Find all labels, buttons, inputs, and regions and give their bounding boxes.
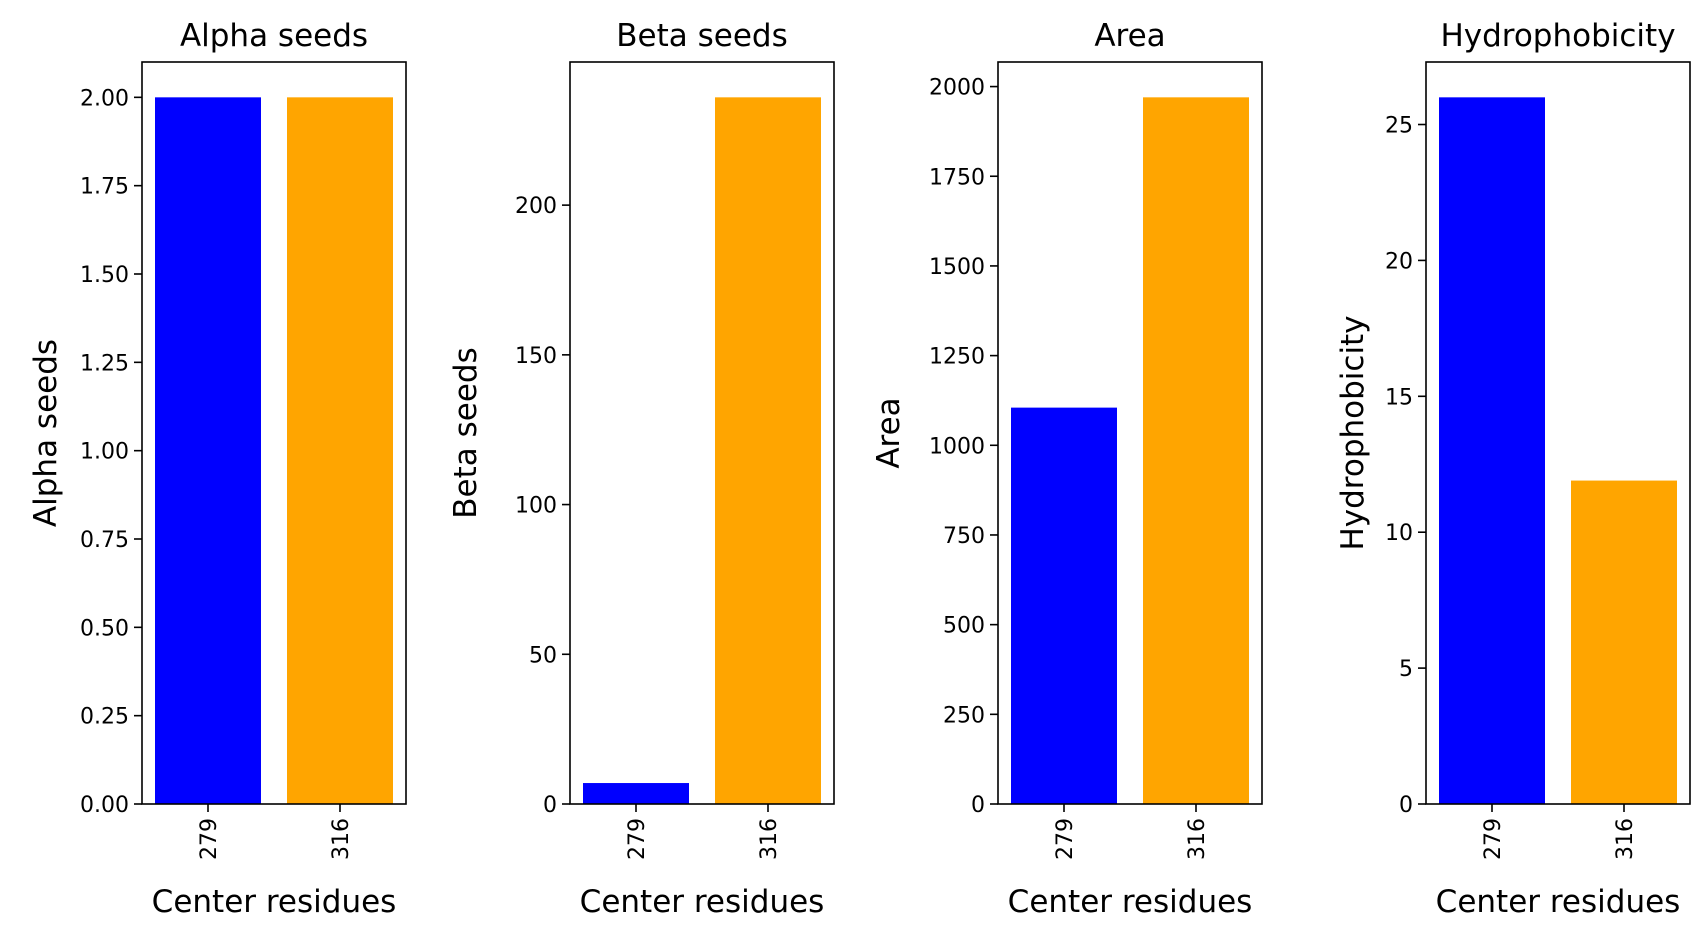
panel-title: Area	[1094, 18, 1165, 54]
x-axis: 279 316	[1053, 804, 1210, 860]
y-tick-label: 1.00	[80, 440, 129, 465]
plot-area	[1439, 97, 1677, 805]
y-tick-label: 0	[1399, 793, 1413, 818]
y-tick-label: 100	[515, 494, 557, 519]
panel-title: Beta seeds	[616, 18, 787, 54]
bar-316	[1143, 97, 1249, 805]
x-axis-label: Center residues	[580, 884, 825, 920]
panel-hydrophobicity: Hydrophobicity 0 5 10 15 20 25 279 316 Hydroph…	[1335, 18, 1691, 920]
y-tick-label: 50	[529, 643, 557, 668]
y-tick-label: 0	[971, 793, 985, 818]
bar-279	[155, 97, 261, 805]
plot-area	[1011, 97, 1249, 805]
y-tick-label: 0.25	[80, 705, 129, 730]
x-tick-label: 316	[1185, 818, 1210, 860]
y-tick-label: 5	[1399, 657, 1413, 682]
bar-316	[1571, 480, 1677, 804]
y-tick-label: 1500	[929, 255, 985, 280]
x-tick-label: 316	[329, 818, 354, 860]
y-axis-label: Area	[871, 397, 907, 468]
y-tick-label: 10	[1385, 521, 1413, 546]
plot-area	[155, 97, 393, 805]
y-tick-label: 200	[515, 194, 557, 219]
bar-279	[1439, 97, 1545, 805]
x-axis-label: Center residues	[1008, 884, 1253, 920]
y-tick-label: 1250	[929, 345, 985, 370]
y-tick-label: 25	[1385, 114, 1413, 139]
panel-alpha-seeds: Alpha seeds 0.00 0.25 0.50 0.75 1.00 1.25 1.50…	[28, 18, 407, 920]
panel-area: Area 0 250 500 750 1000 1250 1500 1750 2000 279 3…	[871, 18, 1263, 920]
x-axis-label: Center residues	[152, 884, 397, 920]
y-axis: 0 250 500 750 1000 1250 1500 1750 2000	[929, 76, 998, 818]
x-axis: 279 316	[1481, 804, 1638, 860]
y-tick-label: 250	[943, 703, 985, 728]
x-axis: 279 316	[625, 804, 782, 860]
y-tick-label: 1.50	[80, 263, 129, 288]
x-tick-label: 279	[1053, 818, 1078, 860]
x-tick-label: 279	[1481, 818, 1506, 860]
y-tick-label: 1.75	[80, 175, 129, 200]
axes-frame	[569, 61, 835, 805]
axes-frame	[1425, 61, 1691, 805]
axes-frame	[997, 61, 1263, 805]
y-axis: 0 50 100 150 200	[515, 194, 570, 818]
y-tick-label: 1000	[929, 434, 985, 459]
y-tick-label: 0.75	[80, 528, 129, 553]
y-axis: 0.00 0.25 0.50 0.75 1.00 1.25 1.50 1.75 2.00	[80, 86, 142, 818]
y-tick-label: 0.50	[80, 616, 129, 641]
x-tick-label: 316	[1613, 818, 1638, 860]
x-tick-label: 316	[757, 818, 782, 860]
y-axis-label: Alpha seeds	[28, 339, 64, 527]
axes-frame	[141, 61, 407, 805]
y-axis-label: Beta seeds	[448, 347, 484, 518]
y-tick-label: 2000	[929, 76, 985, 101]
panel-title: Alpha seeds	[180, 18, 368, 54]
panel-beta-seeds: Beta seeds 0 50 100 150 200 279 316 Beta seed…	[448, 18, 835, 920]
plot-area	[583, 97, 821, 805]
y-tick-label: 1.25	[80, 351, 129, 376]
y-axis-label: Hydrophobicity	[1335, 315, 1371, 550]
x-axis-label: Center residues	[1436, 884, 1681, 920]
x-tick-label: 279	[197, 818, 222, 860]
y-tick-label: 500	[943, 614, 985, 639]
y-tick-label: 1750	[929, 165, 985, 190]
y-tick-label: 15	[1385, 385, 1413, 410]
y-tick-label: 750	[943, 524, 985, 549]
bar-279	[1011, 407, 1117, 804]
bar-316	[287, 97, 393, 805]
y-tick-label: 0	[543, 793, 557, 818]
x-axis: 279 316	[197, 804, 354, 860]
y-tick-label: 20	[1385, 249, 1413, 274]
y-tick-label: 0.00	[80, 793, 129, 818]
y-tick-label: 150	[515, 344, 557, 369]
y-tick-label: 2.00	[80, 86, 129, 111]
y-axis: 0 5 10 15 20 25	[1385, 114, 1426, 818]
bar-279	[583, 783, 689, 804]
bar-316	[715, 97, 821, 805]
panel-title: Hydrophobicity	[1440, 18, 1675, 54]
x-tick-label: 279	[625, 818, 650, 860]
